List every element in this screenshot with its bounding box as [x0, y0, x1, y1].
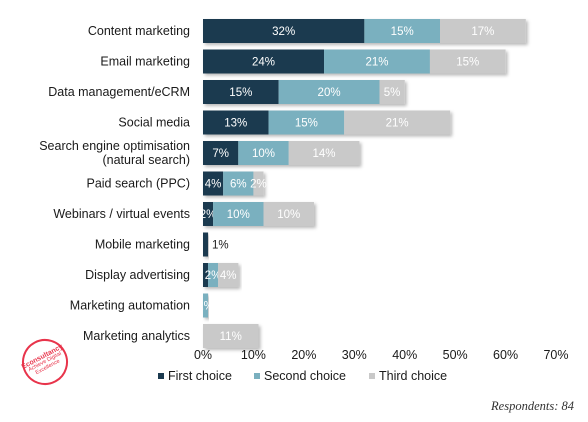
bar-segment — [208, 263, 219, 287]
x-tick-label: 30% — [342, 348, 367, 362]
bar-segment — [223, 171, 254, 196]
category-label: Marketing automation — [70, 299, 190, 313]
data-label: 20% — [318, 87, 341, 99]
data-label: 2% — [205, 270, 222, 282]
legend-item: Third choice — [369, 369, 447, 383]
data-label: 21% — [365, 57, 388, 69]
x-tick-label: 10% — [241, 348, 266, 362]
bars: 32% 15% 17% 24% 21% 15% 15% 20% 5% 13% 15% 21% 7% 10%… — [197, 19, 526, 348]
bar-segment — [203, 232, 209, 257]
data-label: 11% — [220, 331, 242, 343]
legend-label: Third choice — [379, 369, 447, 383]
category-label: Data management/eCRM — [48, 85, 190, 99]
data-label: 10% — [252, 148, 275, 160]
bar-segment — [429, 49, 506, 74]
data-label: 32% — [272, 26, 295, 38]
bar-segment — [203, 293, 209, 318]
data-label: 6% — [230, 179, 247, 191]
bar-segment — [203, 80, 279, 104]
data-label: 10% — [227, 209, 250, 221]
bar-row: 2%4% — [203, 263, 239, 287]
bar-segment — [203, 49, 325, 74]
bar-segment — [203, 19, 365, 43]
category-label: Social media — [118, 116, 190, 130]
bar-segment — [218, 263, 239, 287]
data-label: 1% — [212, 240, 229, 252]
data-label: 15% — [229, 87, 252, 99]
legend-item: First choice — [158, 369, 232, 383]
category-label: Webinars / virtual events — [53, 207, 190, 221]
bar-row: 7% 10% 14% — [203, 141, 360, 165]
legend-swatch — [254, 373, 260, 379]
bar-row: 13% 15% 21% — [203, 110, 451, 135]
bar-segment — [203, 263, 209, 287]
data-label: 15% — [295, 118, 318, 130]
x-tick-label: 0% — [194, 348, 212, 362]
bar-segment — [364, 19, 441, 43]
category-label: Email marketing — [100, 55, 190, 69]
data-label: 14% — [313, 148, 336, 160]
bar-row: 11% — [203, 324, 259, 348]
bar-segment — [278, 80, 380, 104]
x-tick-label: 40% — [392, 348, 417, 362]
x-tick-label: 20% — [291, 348, 316, 362]
data-label: 7% — [212, 148, 229, 160]
bar-segment — [203, 110, 269, 135]
bar-segment — [203, 171, 224, 196]
bar-row: 24% 21% 15% — [203, 49, 506, 74]
x-tick-label: 50% — [443, 348, 468, 362]
data-label: 4% — [220, 270, 237, 282]
data-label: 5% — [384, 87, 401, 99]
data-label: 2% — [250, 179, 267, 191]
data-label: 10% — [277, 209, 300, 221]
bar-row: 4% 6% 2% — [203, 171, 267, 196]
legend-item: Second choice — [254, 369, 346, 383]
legend-swatch — [369, 373, 375, 379]
data-label: 15% — [391, 26, 414, 38]
x-tick-label: 60% — [493, 348, 518, 362]
bar-row: 32% 15% 17% — [203, 19, 526, 43]
category-label: Search engine optimisation (natural searc… — [39, 139, 190, 167]
bar-segment — [238, 141, 289, 165]
x-axis-ticks: 0% 10% 20% 30% 40% 50% 60% 70% — [194, 348, 569, 362]
legend: First choice Second choice Third choice — [158, 369, 447, 383]
data-label: 21% — [386, 118, 409, 130]
category-label: Paid search (PPC) — [86, 177, 190, 191]
bar-row: 15% 20% 5% — [203, 80, 405, 104]
bar-segment — [203, 141, 239, 165]
legend-label: First choice — [168, 369, 232, 383]
category-labels: Content marketing Email marketing Data man… — [39, 24, 190, 343]
respondents-note: Respondents: 84 — [491, 399, 574, 413]
bar-segment — [213, 202, 264, 226]
data-label: 4% — [205, 179, 222, 191]
x-tick-label: 70% — [543, 348, 568, 362]
bar-segment — [203, 324, 259, 348]
bar-segment — [440, 19, 526, 43]
data-label: 2% — [197, 301, 214, 313]
data-label: 24% — [252, 57, 275, 69]
data-label: 17% — [471, 26, 494, 38]
bar-row: 2% 10% 10% — [200, 202, 314, 226]
bar-segment — [324, 49, 430, 74]
category-label: Mobile marketing — [95, 238, 190, 252]
data-label: 2% — [200, 209, 217, 221]
data-label: 13% — [224, 118, 247, 130]
bar-row: 2% — [197, 293, 214, 318]
bar-segment — [379, 80, 405, 104]
bar-segment — [268, 110, 345, 135]
bar-segment — [344, 110, 451, 135]
legend-label: Second choice — [264, 369, 346, 383]
bar-row: 1% — [203, 232, 229, 257]
bar-segment — [253, 171, 264, 196]
category-label: Content marketing — [88, 24, 190, 38]
bar-segment — [288, 141, 360, 165]
bar-segment — [263, 202, 314, 226]
data-label: 15% — [456, 57, 479, 69]
category-label: Marketing analytics — [83, 329, 190, 343]
category-label: Display advertising — [85, 268, 190, 282]
bar-segment — [203, 202, 214, 226]
legend-swatch — [158, 373, 164, 379]
